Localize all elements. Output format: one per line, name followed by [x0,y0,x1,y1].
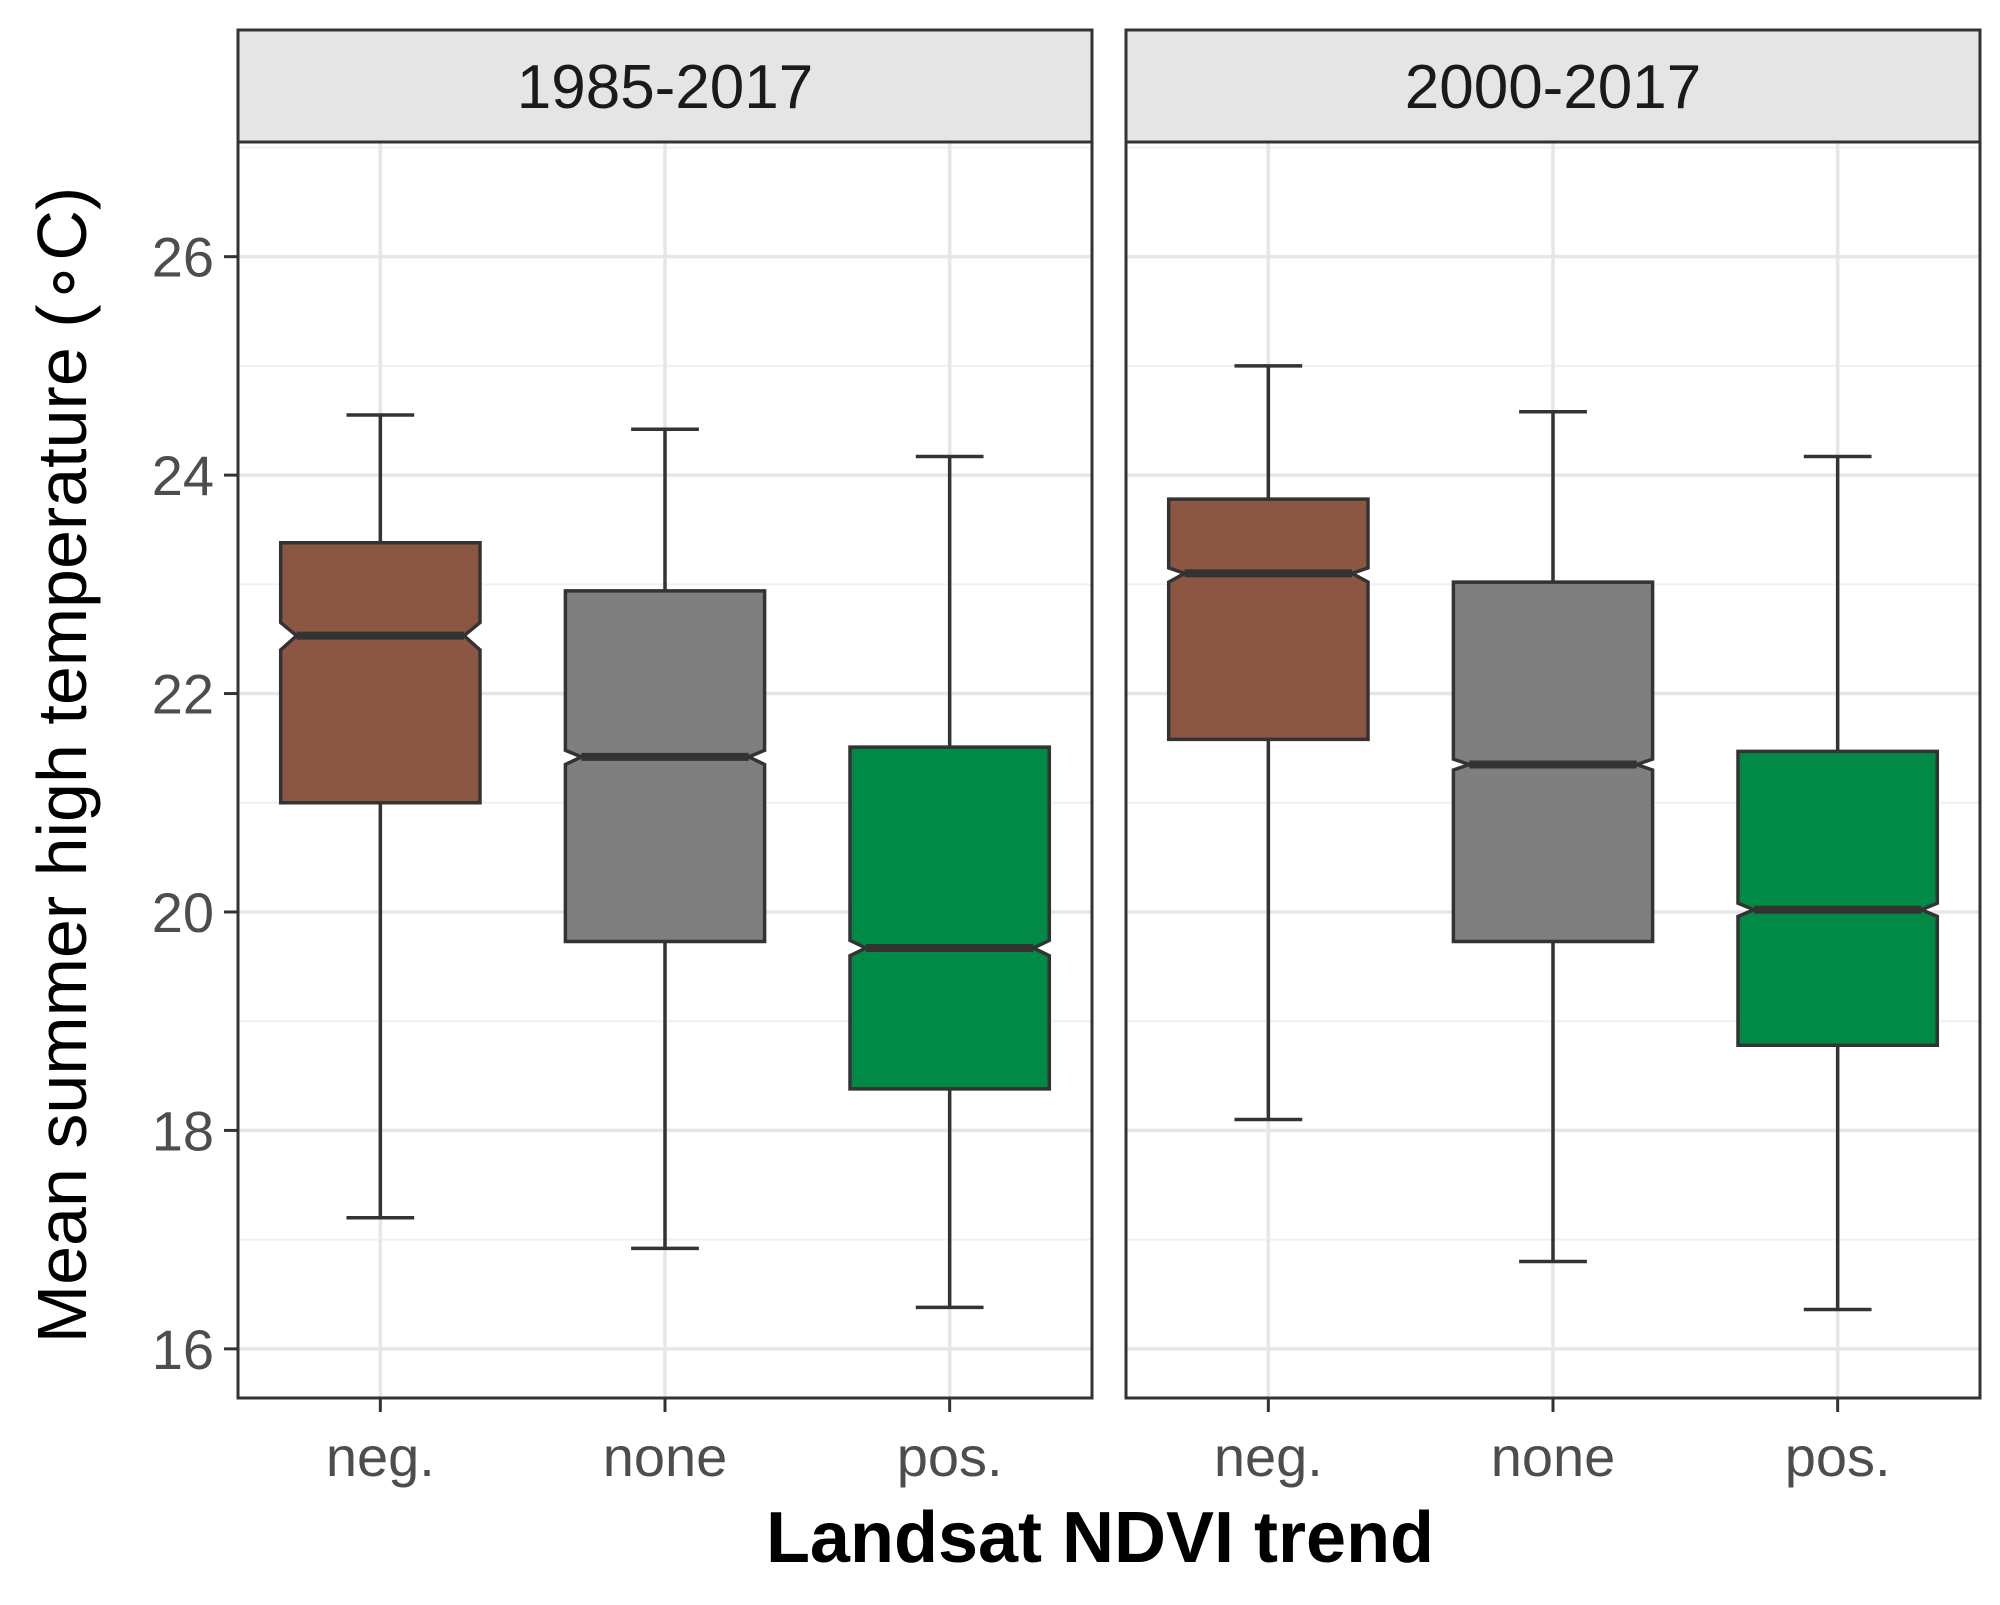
y-tick-label: 24 [152,444,214,507]
y-axis-title: Mean summer high temperature (∘C) [23,187,101,1343]
box-pos. [1736,454,1940,1312]
box-pos. [848,454,1052,1310]
x-tick-label: none [603,1425,728,1488]
y-tick-label: 20 [152,881,214,944]
strip-header [1124,28,1982,144]
y-tick-label: 18 [152,1099,214,1162]
box-body [1736,749,1940,1047]
x-axis-title: Landsat NDVI trend [766,1498,1434,1578]
x-tick-label: pos. [1785,1425,1891,1488]
y-axis: 16 18 20 22 24 26 [152,226,238,1381]
strip-label: 1985-2017 [517,53,814,122]
strip-label: 2000-2017 [1405,53,1702,122]
y-tick-label: 16 [152,1318,214,1381]
panels-layer: 1985-2017 neg. none pos. 2000-2017 neg. none po… [236,28,1982,1488]
box-neg. [1166,364,1370,1122]
panel-1985-2017: 1985-2017 neg. none pos. [236,28,1094,1488]
y-tick-label: 26 [152,226,214,289]
y-tick-label: 22 [152,663,214,726]
box-body [848,745,1052,1091]
x-tick-label: neg. [1214,1425,1323,1488]
x-tick-label: none [1491,1425,1616,1488]
box-neg. [278,413,482,1220]
box-body [278,541,482,805]
box-none [563,427,767,1251]
box-none [1451,410,1655,1264]
strip-header [236,28,1094,144]
box-body [563,589,767,944]
box-body [1166,497,1370,742]
x-tick-label: pos. [897,1425,1003,1488]
panel-2000-2017: 2000-2017 neg. none pos. [1124,28,1982,1488]
x-tick-label: neg. [326,1425,435,1488]
